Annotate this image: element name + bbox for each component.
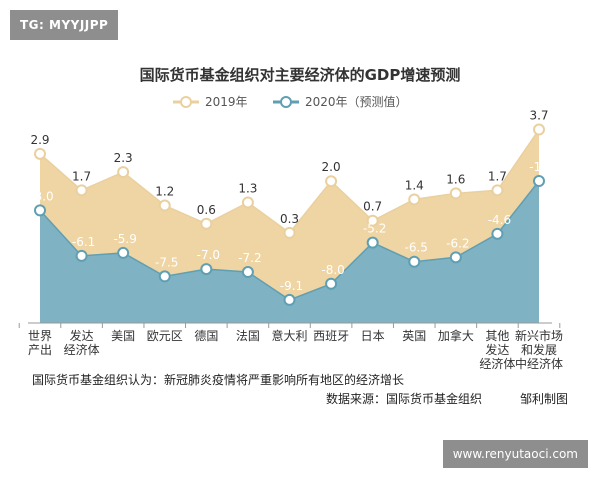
chart-caption: 国际货币基金组织认为：新冠肺炎疫情将严重影响所有地区的经济增长 <box>32 373 405 387</box>
point-2019 <box>117 166 130 179</box>
point-2020 <box>117 246 130 259</box>
point-2020 <box>449 251 462 264</box>
x-tick-label: 意大利 <box>271 328 307 343</box>
x-tick-label: 日本 <box>361 329 385 343</box>
x-tick-label: 其他发达经济体 <box>479 329 515 371</box>
point-2020 <box>491 227 504 240</box>
x-tick-label: 世界产出 <box>28 329 52 357</box>
point-2020 <box>241 266 254 279</box>
watermark-tag: TG: MYYJJPP <box>10 10 119 40</box>
value-label-2019: 2.3 <box>114 151 133 165</box>
legend-2020-label: 2020年（预测值） <box>305 94 408 109</box>
x-tick-label: 德国 <box>194 328 218 343</box>
point-2019 <box>366 214 379 227</box>
watermark-site: www.renyutaoci.com <box>442 440 588 468</box>
area-2020 <box>40 181 539 323</box>
point-2020 <box>200 263 213 276</box>
x-tick-label: 发达经济体 <box>64 328 100 357</box>
point-2020 <box>158 270 171 283</box>
point-2020 <box>75 249 88 262</box>
data-source: 数据来源：国际货币基金组织 <box>326 392 483 406</box>
value-label-2020: -6.5 <box>405 241 428 255</box>
point-2020 <box>325 277 338 290</box>
value-label-2020: -7.2 <box>238 251 261 265</box>
value-label-2019: 1.6 <box>446 172 465 186</box>
value-label-2019: 0.6 <box>197 203 216 217</box>
point-2019 <box>408 193 421 206</box>
value-label-2020: -3.0 <box>30 189 53 203</box>
point-2019 <box>325 175 338 188</box>
chart-title: 国际货币基金组织对主要经济体的GDP增速预测 <box>140 66 461 84</box>
legend-2020-marker <box>280 96 292 108</box>
value-label-2019: 2.9 <box>30 133 49 147</box>
point-2019 <box>158 199 171 212</box>
value-label-2020: -5.2 <box>363 222 386 236</box>
point-2019 <box>449 187 462 200</box>
plot-area: 2.9 1.7 2.3 1.2 0.6 1.3 0.3 2.0 0.7 1.4 1.6 1.7 3.7 -… <box>30 109 553 323</box>
point-2019 <box>491 184 504 197</box>
point-2020 <box>283 293 296 306</box>
x-tick-label: 英国 <box>402 329 426 343</box>
legend-2019-marker <box>180 96 192 108</box>
value-label-2020: -4.6 <box>488 213 511 227</box>
value-label-2019: 1.3 <box>238 181 257 195</box>
value-label-2019: 3.7 <box>529 109 548 123</box>
value-label-2020: -7.5 <box>155 255 178 269</box>
point-2019 <box>75 184 88 197</box>
value-label-2019: 1.7 <box>488 169 507 183</box>
point-2019 <box>200 217 213 230</box>
value-label-2020: -5.9 <box>113 232 136 246</box>
value-label-2019: 0.3 <box>280 212 299 226</box>
value-label-2019: 1.7 <box>72 169 91 183</box>
chart-author: 邹利制图 <box>520 392 569 406</box>
value-label-2019: 1.2 <box>155 185 174 199</box>
value-label-2020: -6.1 <box>72 235 95 249</box>
legend-2019-label: 2019年 <box>205 95 248 109</box>
value-label-2020: -6.2 <box>446 236 469 250</box>
value-label-2020: -7.0 <box>197 248 220 262</box>
point-2020 <box>366 236 379 249</box>
value-label-2019: 1.4 <box>405 178 424 192</box>
value-label-2020: -9.1 <box>280 279 303 293</box>
point-2019 <box>533 123 545 136</box>
value-label-2019: 2.0 <box>322 160 341 174</box>
point-2019 <box>283 226 296 239</box>
point-2019 <box>34 147 46 160</box>
point-2020 <box>34 204 46 217</box>
chart-legend: 2019年 2020年（预测值） <box>173 94 408 109</box>
x-tick-label: 欧元区 <box>147 329 183 343</box>
x-tick-label: 新兴市场和发展中经济体 <box>515 328 563 371</box>
x-tick-label: 美国 <box>111 329 135 343</box>
value-label-2019: 0.7 <box>363 200 382 214</box>
value-label-2020: -8.0 <box>321 263 344 277</box>
x-tick-label: 西班牙 <box>313 329 349 343</box>
value-label-2020: -1.0 <box>529 160 552 174</box>
point-2019 <box>241 196 254 209</box>
x-tick-label: 法国 <box>236 329 260 343</box>
point-2020 <box>533 175 545 187</box>
x-tick-label: 加拿大 <box>438 328 474 343</box>
point-2020 <box>408 255 421 268</box>
